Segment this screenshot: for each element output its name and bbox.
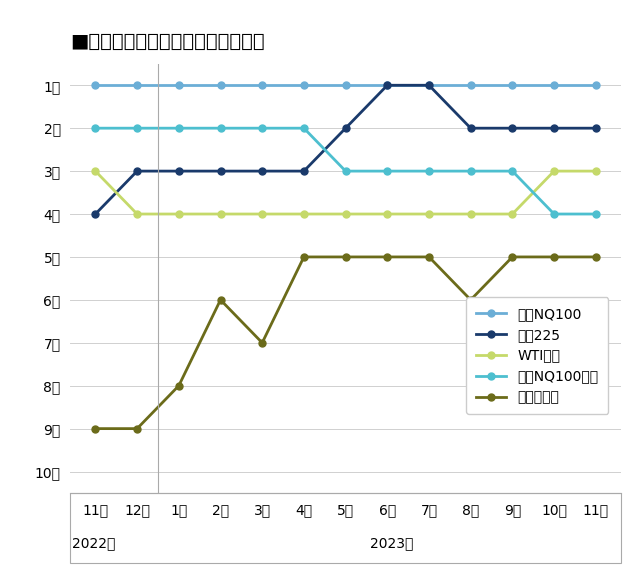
Line: 米国NQ100: 米国NQ100: [92, 82, 599, 89]
日本225: [383, 82, 391, 89]
日本225: [175, 168, 182, 175]
米国NQ100: [509, 82, 516, 89]
米国NQ100ミニ: [300, 125, 308, 132]
日本225: [217, 168, 225, 175]
米国NQ100ミニ: [550, 211, 558, 218]
米国NQ100ミニ: [509, 168, 516, 175]
米国NQ100: [175, 82, 182, 89]
Line: 金スポット: 金スポット: [92, 253, 599, 432]
WTI原油: [509, 211, 516, 218]
Line: 米国NQ100ミニ: 米国NQ100ミニ: [92, 125, 599, 218]
米国NQ100: [300, 82, 308, 89]
米国NQ100ミニ: [342, 168, 349, 175]
WTI原油: [217, 211, 225, 218]
日本225: [300, 168, 308, 175]
米国NQ100: [425, 82, 433, 89]
米国NQ100ミニ: [425, 168, 433, 175]
金スポット: [133, 425, 141, 432]
日本225: [509, 125, 516, 132]
米国NQ100ミニ: [175, 125, 182, 132]
金スポット: [175, 382, 182, 389]
米国NQ100ミニ: [467, 168, 474, 175]
WTI原油: [550, 168, 558, 175]
米国NQ100ミニ: [592, 211, 600, 218]
WTI原油: [92, 168, 99, 175]
金スポット: [92, 425, 99, 432]
日本225: [342, 125, 349, 132]
WTI原油: [342, 211, 349, 218]
金スポット: [592, 253, 600, 260]
金スポット: [509, 253, 516, 260]
Line: 日本225: 日本225: [92, 82, 599, 218]
Text: 2022年: 2022年: [72, 536, 115, 550]
米国NQ100: [550, 82, 558, 89]
WTI原油: [300, 211, 308, 218]
日本225: [92, 211, 99, 218]
WTI原油: [592, 168, 600, 175]
Text: ■総合上位５銘柄のランキング推移: ■総合上位５銘柄のランキング推移: [70, 32, 265, 51]
Legend: 米国NQ100, 日本225, WTI原油, 米国NQ100ミニ, 金スポット: 米国NQ100, 日本225, WTI原油, 米国NQ100ミニ, 金スポット: [466, 297, 609, 414]
金スポット: [425, 253, 433, 260]
WTI原油: [133, 211, 141, 218]
米国NQ100: [342, 82, 349, 89]
日本225: [467, 125, 474, 132]
金スポット: [467, 296, 474, 303]
日本225: [133, 168, 141, 175]
金スポット: [259, 339, 266, 346]
日本225: [425, 82, 433, 89]
WTI原油: [467, 211, 474, 218]
金スポット: [300, 253, 308, 260]
金スポット: [383, 253, 391, 260]
米国NQ100ミニ: [133, 125, 141, 132]
米国NQ100: [592, 82, 600, 89]
米国NQ100ミニ: [259, 125, 266, 132]
日本225: [592, 125, 600, 132]
米国NQ100: [259, 82, 266, 89]
米国NQ100: [133, 82, 141, 89]
金スポット: [550, 253, 558, 260]
金スポット: [217, 296, 225, 303]
WTI原油: [425, 211, 433, 218]
金スポット: [342, 253, 349, 260]
米国NQ100: [383, 82, 391, 89]
米国NQ100: [217, 82, 225, 89]
米国NQ100ミニ: [383, 168, 391, 175]
WTI原油: [383, 211, 391, 218]
米国NQ100ミニ: [92, 125, 99, 132]
日本225: [550, 125, 558, 132]
Line: WTI原油: WTI原油: [92, 168, 599, 218]
WTI原油: [175, 211, 182, 218]
WTI原油: [259, 211, 266, 218]
日本225: [259, 168, 266, 175]
Text: 2023年: 2023年: [370, 536, 413, 550]
米国NQ100ミニ: [217, 125, 225, 132]
米国NQ100: [467, 82, 474, 89]
米国NQ100: [92, 82, 99, 89]
